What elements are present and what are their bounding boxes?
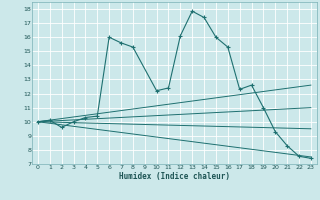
X-axis label: Humidex (Indice chaleur): Humidex (Indice chaleur): [119, 172, 230, 181]
